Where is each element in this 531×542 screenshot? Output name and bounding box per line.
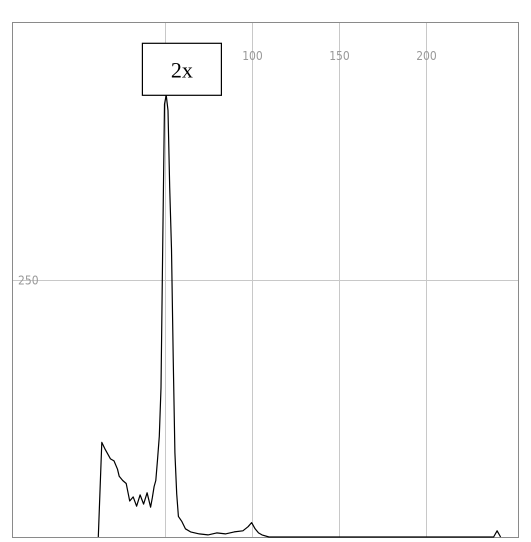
grid-lines (13, 23, 518, 537)
x-tick-label: 100 (242, 49, 263, 63)
annotations: 2x (141, 42, 222, 96)
x-tick-label: 200 (416, 49, 437, 63)
series-line (97, 94, 502, 538)
y-tick-label: 250 (18, 274, 39, 288)
x-tick-label: 150 (329, 49, 350, 63)
annotation-box (141, 42, 222, 96)
annotation-label: 2x (171, 57, 193, 82)
